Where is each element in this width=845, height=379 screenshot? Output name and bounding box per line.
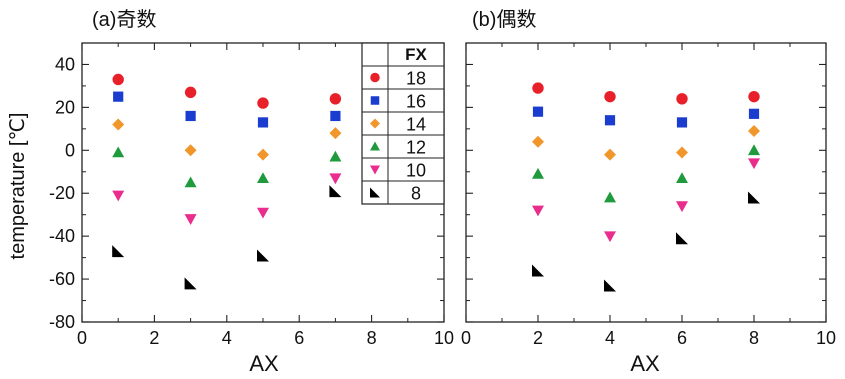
panel-a-x-tick-label: 10 — [434, 328, 454, 348]
panel-b-point-fx-18 — [748, 90, 760, 103]
panel-b-point-fx-12 — [676, 172, 688, 184]
legend-marker-fx-14 — [370, 118, 380, 129]
panel-a-point-fx-14 — [112, 118, 125, 131]
panel-b-title: (b)偶数 — [472, 8, 536, 31]
legend-marker-fx-8 — [370, 187, 380, 198]
panel-b-x-tick-label: 6 — [677, 328, 687, 348]
panel-a-x-tick-label: 6 — [294, 328, 304, 348]
panel-b-x-axis-label: AX — [630, 351, 660, 376]
panel-b-point-fx-10 — [676, 201, 688, 213]
panel-b-x-tick-label: 8 — [749, 328, 759, 348]
panel-a-x-tick-label: 2 — [149, 328, 159, 348]
panel-a-x-tick-label: 0 — [77, 328, 87, 348]
panel-b-plot: 0 2 4 6 8 10 — [461, 42, 836, 348]
panel-b-point-fx-14 — [748, 124, 760, 137]
panel-a-point-fx-16 — [257, 117, 269, 128]
panel-b-point-fx-8 — [532, 264, 544, 277]
panel-b: (b)偶数 0 2 4 6 8 10 AX — [461, 8, 836, 376]
panel-a-point-fx-12 — [112, 146, 125, 158]
legend-marker-fx-12 — [370, 141, 380, 151]
panel-a-point-fx-16 — [330, 110, 341, 122]
panel-b-point-fx-8 — [748, 191, 760, 204]
panel-b-point-fx-16 — [532, 106, 544, 117]
panel-a-point-fx-8 — [184, 277, 197, 290]
panel-b-point-fx-18 — [604, 90, 616, 103]
legend-label-fx-18: 18 — [406, 69, 426, 89]
panel-b-point-fx-18 — [532, 82, 544, 94]
panel-b-point-fx-8 — [676, 232, 688, 245]
panel-a-point-fx-8 — [329, 185, 342, 198]
panel-a-point-fx-14 — [257, 148, 269, 161]
panel-a-y-tick-label: 20 — [55, 97, 75, 117]
panel-a-point-fx-16 — [185, 110, 196, 122]
panel-b-point-fx-16 — [748, 108, 760, 119]
panel-a-point-fx-10 — [184, 214, 197, 225]
panel-a-y-tick-label: -60 — [49, 269, 75, 289]
panel-b-point-fx-14 — [604, 148, 616, 161]
panel-b-point-fx-10 — [532, 205, 544, 217]
panel-a-y-tick-label: 40 — [55, 54, 75, 74]
panel-b-point-fx-8 — [604, 279, 616, 292]
panel-a-y-tick-label: -80 — [49, 312, 75, 332]
panel-b-x-tick-label: 0 — [461, 328, 471, 348]
panel-b-point-fx-12 — [604, 191, 616, 203]
panel-a-point-fx-10 — [112, 190, 125, 202]
panel-a-point-fx-12 — [257, 172, 269, 184]
panel-a-title: (a)奇数 — [92, 8, 156, 31]
panel-b-point-fx-14 — [532, 135, 544, 148]
panel-b-point-fx-18 — [676, 93, 688, 105]
panel-a-point-fx-18 — [112, 73, 124, 86]
panel-a-point-fx-12 — [329, 150, 342, 162]
legend-label-fx-10: 10 — [406, 161, 426, 181]
legend-marker-fx-18 — [370, 72, 380, 83]
legend-header: FX — [405, 45, 427, 64]
panel-a-point-fx-12 — [184, 176, 197, 188]
panel-a: (a)奇数 0 2 4 6 8 10 -80 -60 -40 -20 0 20 40 AX temper… — [7, 8, 454, 376]
panel-b-x-tick-label: 10 — [816, 328, 836, 348]
panel-a-point-fx-18 — [329, 93, 342, 105]
panel-b-point-fx-10 — [604, 231, 616, 243]
panel-b-point-fx-12 — [532, 167, 544, 179]
legend-marker-fx-10 — [370, 165, 380, 175]
panel-a-y-tick-label: -20 — [49, 183, 75, 203]
panel-b-x-tick-label: 2 — [533, 328, 543, 348]
panel-a-point-fx-14 — [329, 127, 342, 140]
panel-a-point-fx-8 — [257, 249, 269, 262]
panel-a-point-fx-8 — [112, 245, 125, 258]
panel-a-point-fx-10 — [257, 207, 269, 219]
panel-b-point-fx-16 — [604, 115, 616, 126]
panel-b-point-fx-14 — [676, 146, 688, 159]
legend-marker-fx-16 — [370, 96, 380, 105]
legend: FX 18 16 14 12 10 8 — [361, 42, 445, 205]
panel-b-point-fx-10 — [748, 158, 760, 170]
panel-a-point-fx-14 — [184, 144, 197, 157]
panel-b-point-fx-12 — [748, 144, 760, 156]
panel-b-frame — [465, 42, 827, 323]
panel-a-point-fx-10 — [329, 173, 342, 185]
panel-a-point-fx-18 — [257, 97, 269, 109]
panel-a-x-tick-label: 4 — [222, 328, 232, 348]
panel-a-x-tick-label: 8 — [367, 328, 377, 348]
legend-label-fx-12: 12 — [406, 138, 426, 158]
panel-b-x-tick-label: 4 — [605, 328, 615, 348]
legend-label-fx-8: 8 — [411, 184, 421, 204]
panel-a-y-tick-label: 0 — [65, 140, 75, 160]
panel-b-point-fx-16 — [676, 117, 688, 128]
panel-a-y-tick-label: -40 — [49, 226, 75, 246]
panel-a-point-fx-18 — [184, 86, 197, 99]
legend-label-fx-16: 16 — [406, 92, 426, 112]
panel-a-point-fx-16 — [113, 91, 124, 102]
panel-a-y-axis-label: temperature [℃] — [7, 113, 29, 260]
legend-label-fx-14: 14 — [406, 115, 426, 135]
panel-a-x-axis-label: AX — [249, 351, 279, 376]
